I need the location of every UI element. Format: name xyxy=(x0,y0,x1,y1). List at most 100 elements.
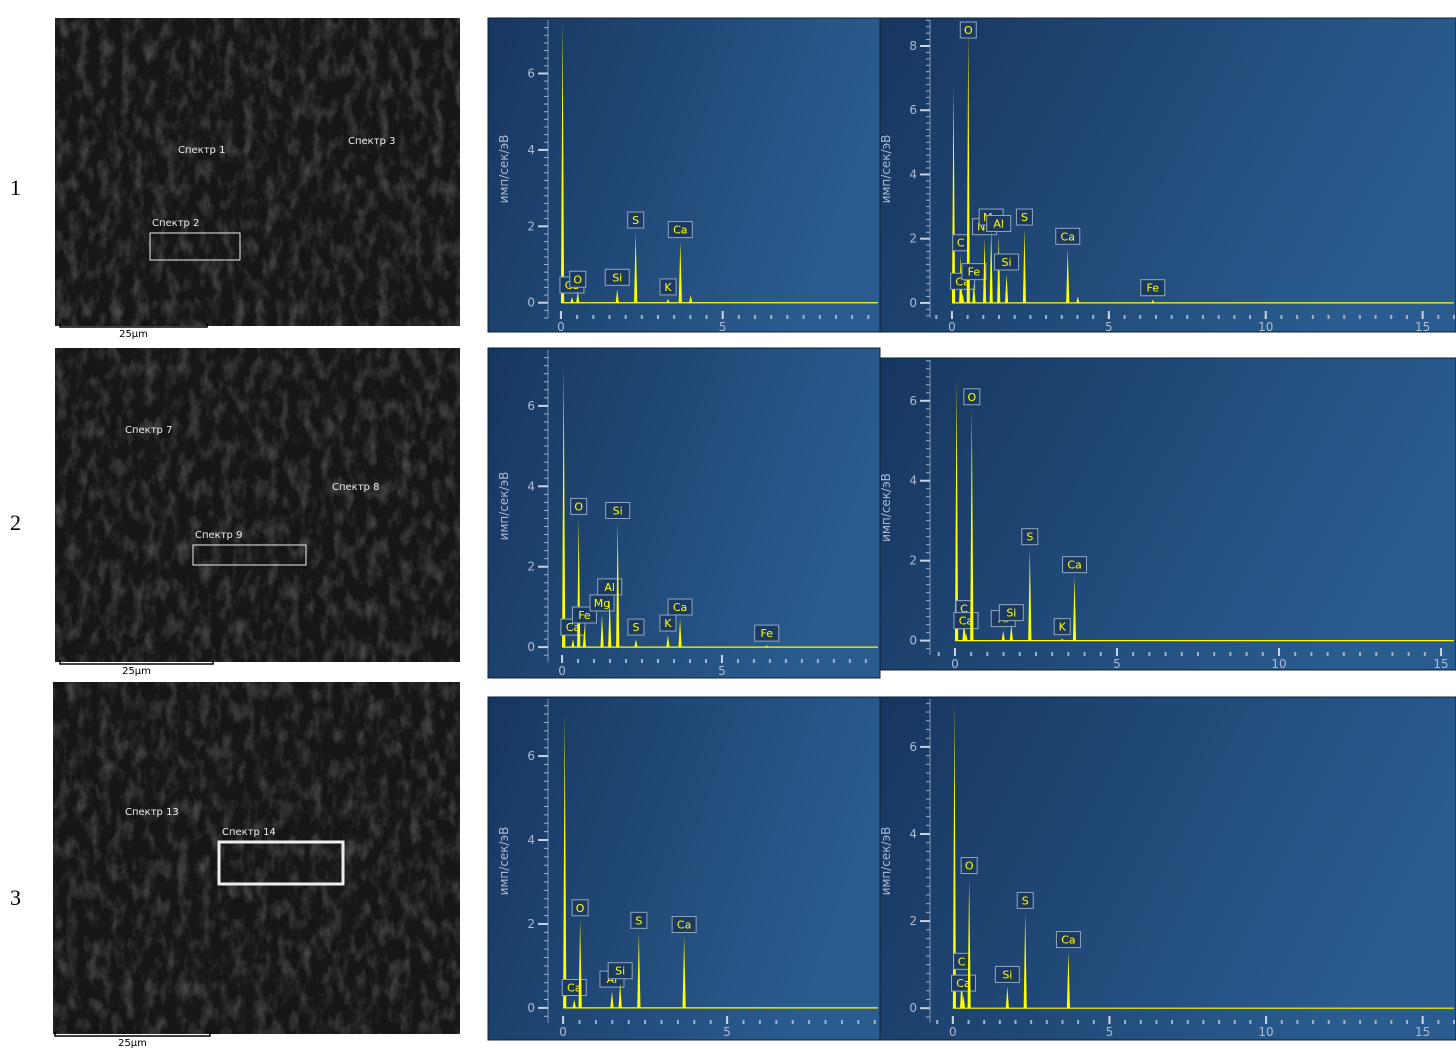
peak-label: K xyxy=(1059,621,1067,634)
y-tick-label: 6 xyxy=(527,66,535,80)
y-tick-label: 0 xyxy=(909,296,917,310)
x-tick-label: 10 xyxy=(1258,1025,1273,1039)
peak-label: Ca xyxy=(673,601,687,614)
sem-texture xyxy=(55,348,460,662)
x-tick-label: 0 xyxy=(949,1025,957,1039)
spectrum-spot-label: Спектр 13 xyxy=(125,807,179,818)
peak-label: S xyxy=(1021,211,1028,224)
row-label: 2 xyxy=(10,510,21,535)
peak-label: O xyxy=(964,24,973,37)
peak-label: Mg xyxy=(594,597,610,610)
peak-label: Fe xyxy=(1147,282,1160,295)
peak-label: O xyxy=(965,860,974,873)
x-tick-label: 0 xyxy=(948,320,956,334)
y-tick-label: 0 xyxy=(909,634,917,648)
x-tick-label: 10 xyxy=(1258,320,1273,334)
peak-label: Al xyxy=(993,217,1004,230)
y-tick-label: 6 xyxy=(527,749,535,763)
x-tick-label: 5 xyxy=(719,320,727,334)
sem-texture xyxy=(55,18,460,326)
peak-label: Ca xyxy=(1067,559,1081,572)
y-tick-label: 4 xyxy=(527,479,535,493)
peak-label: C xyxy=(958,955,966,968)
peak-label: S xyxy=(1022,894,1029,907)
spectrum-spot-label: Спектр 14 xyxy=(222,827,276,838)
y-tick-label: 0 xyxy=(527,296,535,310)
y-axis-label: имп/сек/эВ xyxy=(879,135,893,204)
peak-label: Ca xyxy=(673,224,687,237)
peak-label: S xyxy=(632,214,639,227)
figure: 1 Спектр 1 Спектр 3 Спектр 2 25µm имп/сек/эВ 0… xyxy=(0,0,1456,1049)
peak-label: Si xyxy=(615,965,625,978)
scale-label: 25µm xyxy=(122,666,151,677)
x-tick-label: 15 xyxy=(1415,320,1430,334)
y-tick-label: 2 xyxy=(527,219,535,233)
scale-label: 25µm xyxy=(119,329,148,340)
peak-label: Si xyxy=(1002,968,1012,981)
y-tick-label: 2 xyxy=(909,554,917,568)
peak-label: Ca xyxy=(677,919,691,932)
y-tick-label: 6 xyxy=(909,394,917,408)
y-axis-label: имп/сек/эВ xyxy=(879,473,893,542)
peak-label: O xyxy=(574,500,583,513)
row-label: 1 xyxy=(10,175,21,200)
x-tick-label: 15 xyxy=(1433,657,1448,671)
spectrum-spot-label: Спектр 3 xyxy=(348,136,395,147)
peak-label: Al xyxy=(604,581,615,594)
peak-label: Si xyxy=(613,504,623,517)
spectrum-panel: имп/сек/эВ0246051015CCaOSiSCa xyxy=(879,697,1456,1040)
peak-label: S xyxy=(635,914,642,927)
x-tick-label: 5 xyxy=(723,1025,731,1039)
spectrum-spot-label: Спектр 2 xyxy=(152,218,199,229)
y-tick-label: 4 xyxy=(909,474,917,488)
peak-label: S xyxy=(1026,531,1033,544)
x-tick-label: 0 xyxy=(558,664,566,678)
spectrum-panel: имп/сек/эВ024605CaOSiSKCa xyxy=(488,18,880,334)
y-tick-label: 2 xyxy=(909,232,917,246)
y-tick-label: 4 xyxy=(527,833,535,847)
peak-label: Ca xyxy=(1061,934,1075,947)
y-tick-label: 0 xyxy=(527,1001,535,1015)
y-tick-label: 2 xyxy=(527,560,535,574)
y-axis-label: имп/сек/эВ xyxy=(497,827,511,896)
sem-texture xyxy=(53,682,460,1034)
y-tick-label: 0 xyxy=(909,1001,917,1015)
x-tick-label: 0 xyxy=(557,320,565,334)
row-label: 3 xyxy=(10,885,21,910)
y-tick-label: 6 xyxy=(909,103,917,117)
spectrum-panel: имп/сек/эВ0246051015CCaOAlSiSKCa xyxy=(879,358,1456,671)
x-tick-label: 5 xyxy=(1113,657,1121,671)
peak-label: O xyxy=(967,391,976,404)
spectrum-spot-label: Спектр 8 xyxy=(332,482,379,493)
x-tick-label: 10 xyxy=(1271,657,1286,671)
y-tick-label: 2 xyxy=(909,914,917,928)
x-tick-label: 0 xyxy=(559,1025,567,1039)
y-tick-label: 8 xyxy=(909,39,917,53)
peak-label: Si xyxy=(1006,607,1016,620)
y-tick-label: 4 xyxy=(527,143,535,157)
peak-label: O xyxy=(576,902,585,915)
spectrum-spot-label: Спектр 9 xyxy=(195,530,242,541)
peak-label: Fe xyxy=(760,627,773,640)
peak-label: Si xyxy=(1002,256,1012,269)
spectrum-panel: имп/сек/эВ02468051015CCaOFeNaMgAlSiSCaFe xyxy=(879,18,1456,334)
peak-label: C xyxy=(957,237,965,250)
peak-label: K xyxy=(664,281,672,294)
peak-label: O xyxy=(573,273,582,286)
y-tick-label: 2 xyxy=(527,917,535,931)
spectrum-spot-label: Спектр 1 xyxy=(178,145,225,156)
peak-label: S xyxy=(632,621,639,634)
y-axis-label: имп/сек/эВ xyxy=(879,827,893,896)
y-tick-label: 6 xyxy=(909,740,917,754)
x-tick-label: 5 xyxy=(1106,1025,1114,1039)
y-tick-label: 0 xyxy=(527,640,535,654)
peak-label: Si xyxy=(612,271,622,284)
panel-bg xyxy=(488,18,880,332)
x-tick-label: 0 xyxy=(951,657,959,671)
y-tick-label: 6 xyxy=(527,399,535,413)
x-tick-label: 5 xyxy=(718,664,726,678)
y-tick-label: 4 xyxy=(909,827,917,841)
peak-label: K xyxy=(664,617,672,630)
